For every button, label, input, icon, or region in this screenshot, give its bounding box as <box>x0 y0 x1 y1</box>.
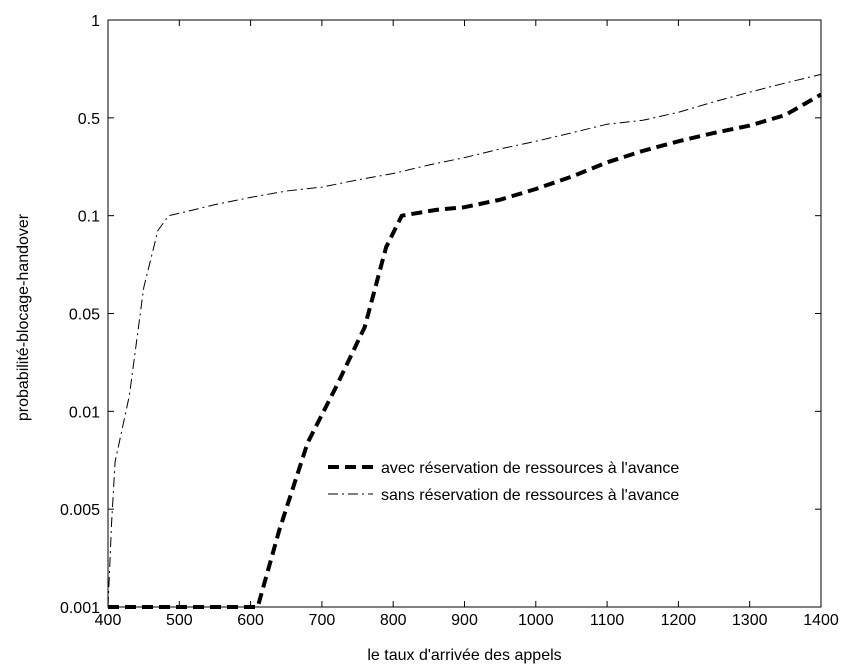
x-axis-title: le taux d'arrivée des appels <box>367 647 561 664</box>
series-line-1 <box>108 92 822 609</box>
y-tick-label-6: 1 <box>91 13 100 30</box>
x-tick-label-600: 600 <box>237 612 264 629</box>
legend-label-series-2: sans réservation de ressources à l'avanc… <box>381 487 679 504</box>
x-tick-label-900: 900 <box>451 612 478 629</box>
y-tick-label-3: 0.05 <box>69 307 100 324</box>
legend: avec réservation de ressources à l'avanc… <box>328 460 679 504</box>
y-tick-label-1: 0.005 <box>60 502 100 519</box>
y-tick-label-2: 0.01 <box>69 404 100 421</box>
y-axis-title: probabilité-blocage-handover <box>15 213 32 421</box>
x-tick-label-800: 800 <box>380 612 407 629</box>
plot-area <box>107 19 822 608</box>
x-tick-label-1300: 1300 <box>732 612 768 629</box>
series-line-2 <box>107 73 822 608</box>
series-layer <box>107 73 822 609</box>
x-tick-label-400: 400 <box>95 612 122 629</box>
tick-layer: 400 500 600 700 800 900 1000 1100 1200 1300 1400 0.… <box>60 13 839 629</box>
x-tick-label-1100: 1100 <box>590 612 625 629</box>
y-tick-label-0: 0.001 <box>60 600 100 617</box>
x-tick-label-500: 500 <box>166 612 193 629</box>
x-tick-label-1000: 1000 <box>518 612 554 629</box>
x-tick-label-1200: 1200 <box>661 612 697 629</box>
y-tick-label-4: 0.1 <box>78 209 100 226</box>
legend-label-series-1: avec réservation de ressources à l'avanc… <box>381 460 679 477</box>
x-tick-label-700: 700 <box>309 612 336 629</box>
x-tick-label-1400: 1400 <box>803 612 839 629</box>
y-tick-label-5: 0.5 <box>78 111 100 128</box>
